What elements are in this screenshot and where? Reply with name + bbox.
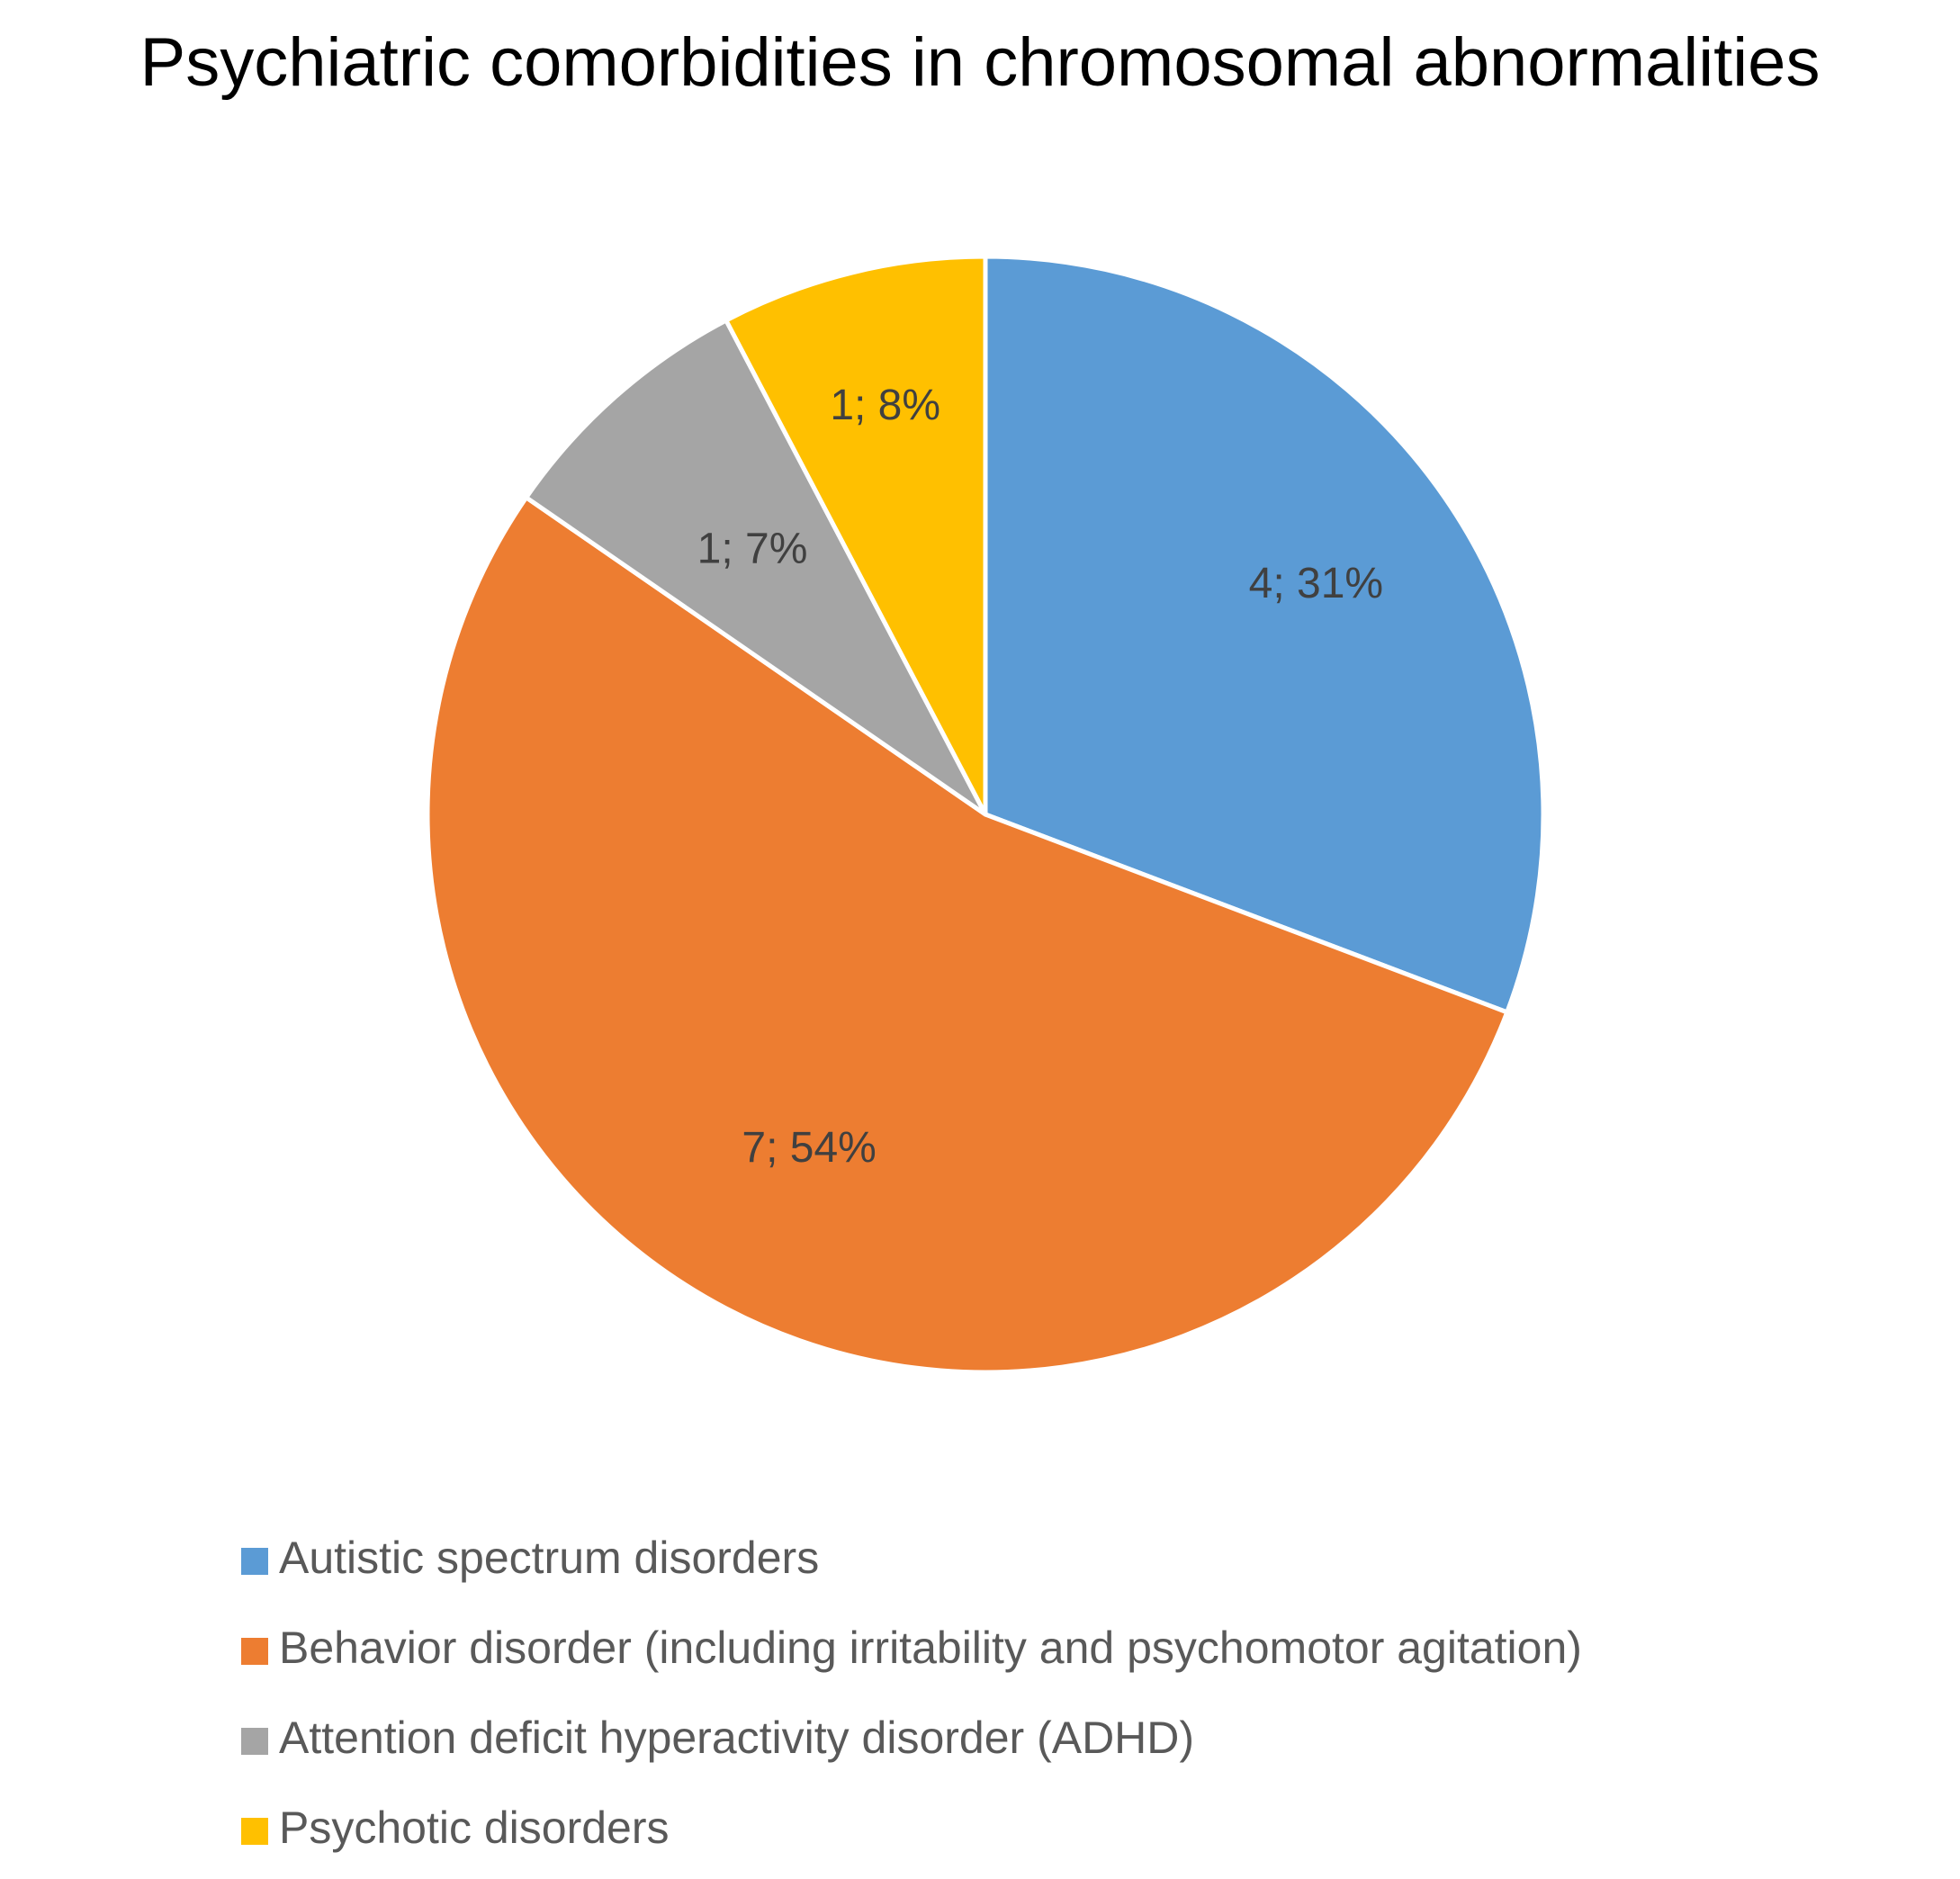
legend-label-3: Attention deficit hyperactivity disorder… <box>279 1713 1194 1763</box>
data-labels: 4; 31% 7; 54% 1; 7% 1; 8% <box>697 382 1383 1172</box>
legend-swatch-4 <box>241 1818 268 1845</box>
pie-slice-4 <box>724 254 988 817</box>
legend-swatch-3 <box>241 1728 268 1755</box>
data-label-2: 7; 54% <box>742 1124 876 1172</box>
data-label-4: 1; 8% <box>830 382 940 429</box>
data-label-1: 4; 31% <box>1249 560 1383 607</box>
data-label-3: 1; 7% <box>697 525 808 572</box>
pie-slice-1 <box>983 254 1546 1015</box>
pie-slice-3 <box>524 318 988 817</box>
legend-swatch-2 <box>241 1638 268 1665</box>
chart-title: Psychiatric comorbidities in chromosomal… <box>140 24 1821 101</box>
legend-label-4: Psychotic disorders <box>279 1803 670 1853</box>
legend-swatch-1 <box>241 1548 268 1575</box>
legend: Autistic spectrum disorders Behavior diso… <box>241 1533 1582 1853</box>
legend-label-2: Behavior disorder (including irritabilit… <box>279 1623 1582 1673</box>
pie-slice-2 <box>425 495 1510 1375</box>
pie <box>425 254 1546 1375</box>
legend-label-1: Autistic spectrum disorders <box>279 1533 819 1583</box>
